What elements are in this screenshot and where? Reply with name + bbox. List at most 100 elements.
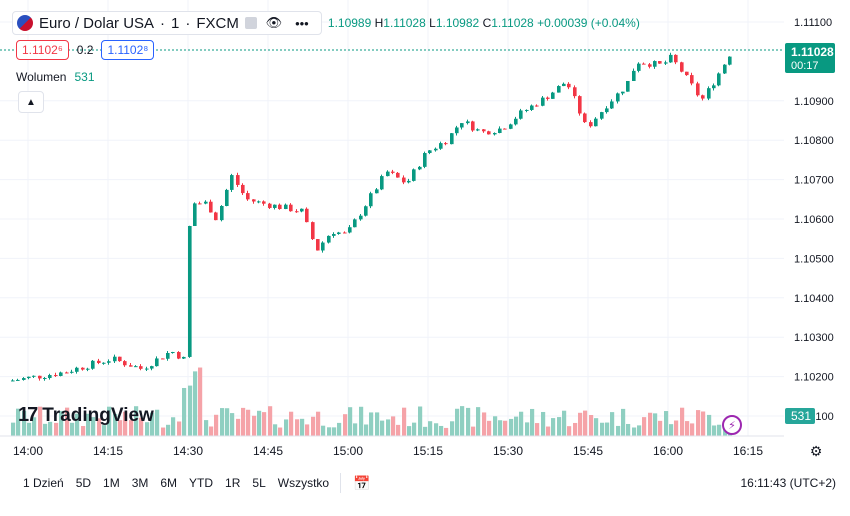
range-1m-button[interactable]: 1M [103, 476, 120, 490]
volume-bar [188, 385, 193, 436]
volume-label: Wolumen [16, 70, 67, 84]
eye-icon[interactable]: 👁 [265, 15, 283, 30]
volume-bar [353, 423, 358, 436]
volume-bar [91, 417, 96, 436]
volume-bar [669, 424, 674, 436]
candle-body [380, 176, 384, 190]
volume-bar [289, 411, 294, 436]
range-5y-button[interactable]: 5L [252, 476, 266, 490]
candle-body [434, 148, 438, 151]
volume-bar [59, 410, 64, 436]
candle-body [364, 206, 368, 216]
range-6m-button[interactable]: 6M [160, 476, 178, 490]
candle-body [86, 368, 90, 370]
volume-bar [300, 418, 305, 436]
volume-bar [610, 412, 615, 436]
candle-body [300, 208, 304, 212]
candle-body [16, 379, 20, 381]
volume-bar [145, 422, 150, 436]
volume-bar [321, 425, 326, 436]
volume-bar [514, 416, 519, 436]
volume-bar [118, 420, 123, 436]
calendar-icon[interactable]: 📅 [353, 474, 371, 491]
chart-canvas[interactable]: 1.11100 1.10900 1.10800 1.10700 1.10600 1.105… [0, 0, 850, 469]
candle-body [65, 372, 69, 374]
volume-bar [161, 427, 166, 436]
volume-bar [637, 425, 642, 436]
candle-body [605, 108, 609, 113]
volume-bar [605, 422, 610, 436]
x-tick-label: 15:45 [573, 444, 603, 458]
collapse-legend-button[interactable]: ▲ [18, 91, 44, 113]
gear-icon[interactable]: ⚙ [809, 442, 823, 459]
candle-body [193, 203, 197, 227]
candle-body [707, 88, 711, 99]
volume-bar [123, 411, 128, 436]
volume-bar [450, 421, 455, 436]
candle-body [177, 352, 181, 359]
candle-body [353, 219, 357, 228]
market-status-icon[interactable] [244, 17, 257, 29]
candle-body [198, 203, 202, 205]
volume-bar [583, 410, 588, 436]
countdown-value: 00:17 [791, 60, 819, 72]
candle-body [278, 204, 282, 210]
volume-bar [332, 427, 337, 436]
volume-bar [230, 413, 235, 436]
range-1d-button[interactable]: 1 Dzień [23, 476, 64, 490]
volume-bar [380, 420, 385, 436]
volume-bar [97, 418, 102, 436]
volume-bar [407, 426, 412, 436]
buy-button[interactable]: 1.1102⁸ [101, 40, 155, 60]
spread-value: 0.2 [76, 43, 94, 57]
volume-bar [471, 426, 476, 436]
candle-body [145, 368, 149, 370]
candle-body [525, 109, 529, 111]
volume-bar [444, 427, 449, 436]
sell-button[interactable]: 1.1102⁶ [16, 40, 69, 60]
volume-bar [48, 421, 53, 436]
volume-value: 531 [74, 70, 95, 84]
volume-bar [423, 426, 428, 436]
range-1y-button[interactable]: 1R [225, 476, 241, 490]
volume-bar [236, 418, 241, 436]
volume-bar [32, 417, 37, 436]
candle-body [589, 122, 593, 127]
range-5d-button[interactable]: 5D [75, 476, 92, 490]
volume-bar [129, 420, 134, 436]
candle-body [578, 96, 582, 114]
candle-body [610, 101, 614, 109]
volume-bar [685, 421, 690, 436]
volume-bar [402, 407, 407, 436]
lightning-icon[interactable]: ⚡ [722, 415, 742, 435]
x-tick-label: 14:00 [13, 444, 43, 458]
candle-body [541, 97, 545, 106]
y-tick-label: 1.10800 [794, 135, 834, 147]
candle-body [204, 201, 208, 204]
range-3m-button[interactable]: 3M [131, 476, 149, 490]
candle-body [535, 105, 539, 107]
volume-bar [632, 427, 637, 436]
volume-bar [150, 412, 155, 436]
candle-body [182, 356, 186, 359]
volume-bar [171, 417, 176, 436]
candle-body [220, 205, 224, 221]
volume-bar [600, 422, 605, 436]
volume-bar [391, 416, 396, 436]
symbol-box[interactable]: Euro / Dolar USA · 1 · FXCM 👁 ••• [12, 11, 322, 35]
range-ytd-button[interactable]: YTD [189, 476, 214, 490]
x-tick-label: 16:15 [733, 444, 763, 458]
candle-body [423, 153, 427, 167]
volume-bar [525, 422, 530, 436]
candle-body [348, 227, 352, 233]
candle-body [407, 180, 411, 183]
candle-body [476, 129, 480, 131]
clock-timezone[interactable]: 16:11:43 (UTC+2) [740, 476, 837, 490]
y-tick-label: 1.10300 [794, 332, 834, 344]
volume-bar [578, 412, 583, 436]
volume-bar [134, 406, 139, 436]
more-dots-icon[interactable]: ••• [295, 15, 309, 31]
candle-body [75, 367, 79, 372]
volume-bar [493, 416, 498, 436]
range-all-button[interactable]: Wszystko [277, 476, 330, 490]
